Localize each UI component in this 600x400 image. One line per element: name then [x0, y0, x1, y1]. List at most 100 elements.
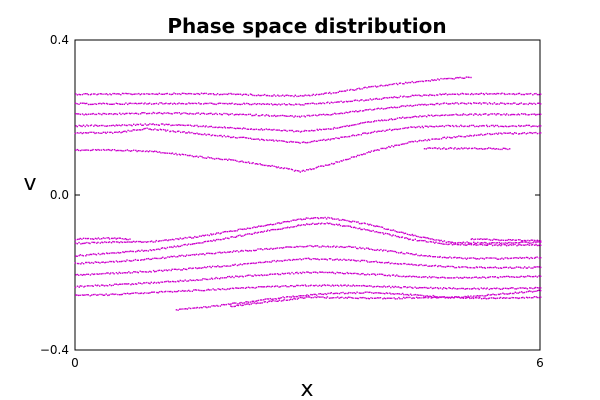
- data-point: [318, 284, 321, 287]
- data-point: [488, 297, 490, 299]
- data-point: [120, 293, 122, 296]
- data-point: [444, 148, 447, 150]
- data-point: [442, 78, 444, 80]
- data-point: [155, 270, 157, 273]
- data-point: [448, 287, 450, 289]
- data-point: [349, 259, 352, 262]
- data-point: [431, 138, 433, 140]
- data-point: [130, 93, 132, 95]
- data-point: [215, 94, 217, 96]
- data-point: [275, 298, 278, 300]
- data-point: [514, 288, 516, 290]
- data-point: [117, 103, 119, 105]
- data-point: [459, 93, 462, 95]
- data-point: [233, 250, 235, 252]
- data-point: [457, 77, 460, 79]
- data-point: [86, 285, 88, 287]
- data-point: [330, 114, 333, 116]
- data-point: [416, 141, 418, 143]
- data-point: [128, 293, 130, 295]
- data-point: [509, 241, 511, 244]
- data-point: [277, 166, 280, 168]
- data-point: [120, 283, 122, 285]
- data-point: [422, 255, 424, 257]
- data-point: [506, 125, 508, 128]
- data-point: [242, 127, 245, 129]
- data-point: [507, 288, 510, 290]
- data-point: [259, 115, 261, 117]
- data-point: [428, 275, 431, 278]
- data-point: [196, 132, 198, 134]
- data-point: [507, 148, 509, 151]
- data-point: [163, 269, 166, 271]
- data-point: [343, 219, 345, 221]
- data-point: [527, 132, 529, 134]
- data-point: [86, 241, 88, 244]
- data-point: [329, 102, 331, 105]
- data-point: [426, 139, 428, 142]
- data-point: [411, 105, 413, 107]
- data-point: [116, 149, 119, 152]
- data-point: [323, 271, 325, 274]
- data-point: [90, 238, 92, 240]
- data-point: [504, 276, 506, 278]
- data-point: [422, 276, 424, 278]
- data-point: [483, 148, 485, 150]
- data-point: [481, 294, 483, 297]
- data-point: [402, 296, 405, 299]
- data-point: [454, 242, 457, 244]
- data-point: [195, 102, 198, 105]
- data-point: [189, 112, 191, 115]
- data-point: [344, 125, 347, 128]
- data-point: [220, 93, 222, 96]
- data-point: [400, 293, 402, 295]
- data-point: [446, 77, 449, 80]
- data-point: [267, 165, 269, 167]
- data-point: [110, 252, 112, 254]
- data-point: [356, 247, 358, 250]
- data-point: [458, 296, 461, 299]
- data-point: [96, 294, 98, 296]
- data-point: [283, 129, 285, 131]
- data-point: [181, 112, 183, 115]
- data-point: [530, 102, 532, 105]
- data-point: [320, 285, 323, 287]
- data-point: [397, 231, 399, 233]
- data-point: [488, 276, 490, 279]
- data-point: [520, 287, 522, 289]
- data-point: [287, 226, 289, 228]
- data-point: [281, 103, 283, 105]
- data-point: [473, 241, 475, 243]
- data-point: [241, 264, 243, 266]
- data-point: [376, 108, 378, 110]
- data-point: [154, 257, 156, 259]
- data-point: [520, 244, 522, 246]
- data-point: [104, 149, 106, 151]
- data-point: [318, 246, 320, 248]
- data-point: [482, 297, 485, 300]
- data-point: [540, 103, 542, 105]
- data-point: [149, 240, 151, 243]
- data-point: [152, 282, 155, 284]
- data-point: [523, 239, 526, 242]
- data-point: [358, 100, 360, 102]
- data-point: [327, 292, 329, 295]
- data-point: [421, 95, 423, 97]
- data-point: [220, 113, 222, 116]
- data-point: [330, 162, 333, 165]
- data-point: [170, 124, 172, 127]
- data-point: [167, 103, 169, 105]
- data-point: [393, 96, 395, 98]
- data-point: [136, 292, 138, 294]
- data-point: [412, 141, 415, 143]
- data-point: [121, 241, 124, 244]
- data-point: [407, 296, 409, 299]
- data-point: [123, 130, 125, 133]
- data-point: [538, 289, 540, 291]
- data-point: [459, 276, 462, 279]
- data-point: [354, 297, 357, 299]
- data-point: [396, 106, 399, 109]
- data-point: [434, 242, 436, 244]
- data-point: [221, 288, 224, 290]
- data-point: [199, 289, 201, 292]
